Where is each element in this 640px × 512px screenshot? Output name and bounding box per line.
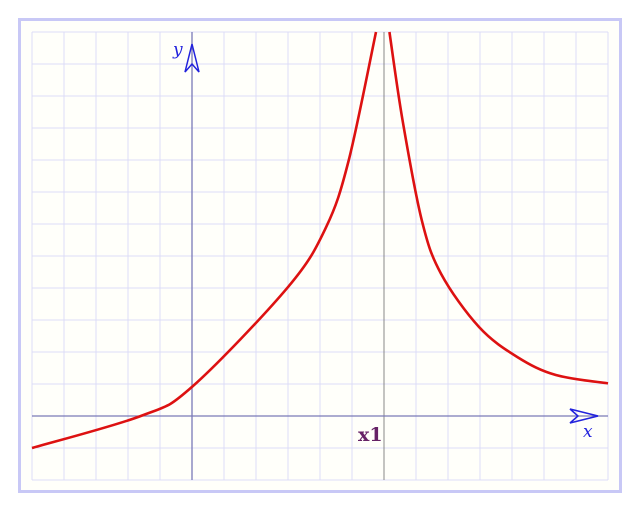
curve-left-branch [31,31,378,450]
grid [31,31,609,481]
asymptote-label: x1 [358,424,383,446]
x-axis-label: x [583,422,593,442]
curves [31,31,609,450]
y-axis-arrow-icon [184,43,200,73]
x-axis-arrow-icon [569,408,599,424]
curve-right-branch [388,31,609,385]
y-axis-label: y [172,40,183,60]
